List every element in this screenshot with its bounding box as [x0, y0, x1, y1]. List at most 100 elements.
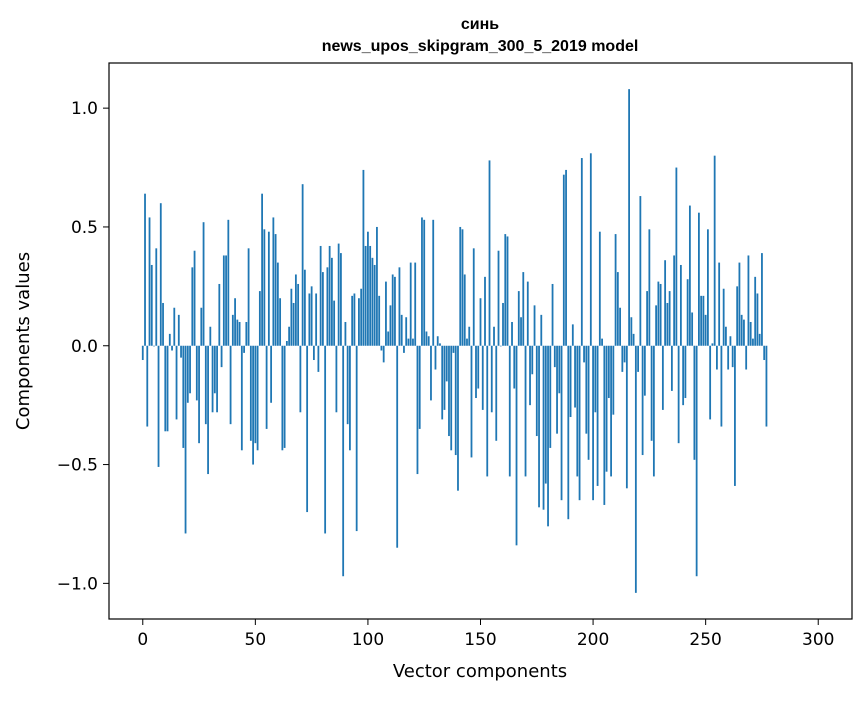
bar-166 — [515, 345, 518, 546]
bar-56 — [267, 231, 270, 346]
bar-263 — [734, 345, 736, 486]
bar-50 — [254, 345, 257, 444]
bar-146 — [470, 345, 473, 458]
bar-15 — [175, 345, 178, 420]
x-tick-label: 0 — [137, 630, 148, 650]
bar-227 — [652, 345, 655, 477]
bar-85 — [333, 300, 336, 346]
bar-130 — [434, 345, 437, 370]
bar-194 — [578, 345, 581, 501]
x-tick-label: 50 — [245, 630, 267, 650]
bar-152 — [484, 276, 486, 346]
bar-97 — [360, 288, 363, 346]
bar-141 — [459, 226, 462, 346]
bar-71 — [301, 184, 304, 346]
bar-59 — [274, 234, 277, 346]
bar-265 — [738, 262, 741, 346]
plot-frame — [108, 62, 853, 620]
bar-230 — [659, 283, 662, 346]
bar-9 — [162, 302, 164, 346]
bar-112 — [394, 276, 396, 346]
bar-58 — [272, 217, 275, 346]
bar-159 — [499, 345, 502, 347]
bar-72 — [303, 269, 306, 346]
bar-46 — [245, 321, 248, 346]
bar-88 — [340, 253, 342, 346]
bar-39 — [229, 345, 232, 425]
bar-233 — [666, 302, 669, 346]
bar-22 — [191, 267, 194, 346]
bar-16 — [177, 314, 180, 346]
bar-258 — [722, 288, 725, 346]
bar-145 — [468, 326, 471, 346]
bar-27 — [202, 222, 205, 346]
bar-164 — [511, 321, 513, 346]
bar-45 — [243, 345, 245, 353]
bar-221 — [639, 196, 642, 346]
bar-138 — [452, 345, 455, 353]
bar-215 — [625, 345, 628, 489]
bar-51 — [256, 345, 259, 451]
bar-75 — [310, 286, 313, 346]
bar-244 — [691, 312, 694, 346]
bar-187 — [562, 174, 565, 346]
y-tick-label: 0.0 — [71, 337, 98, 357]
bar-225 — [648, 229, 651, 346]
bar-89 — [342, 345, 345, 577]
x-tick-label: 300 — [802, 630, 834, 650]
bar-274 — [758, 333, 761, 346]
bar-255 — [716, 345, 718, 370]
bar-241 — [684, 345, 687, 399]
bar-24 — [195, 345, 198, 401]
bar-158 — [497, 250, 500, 346]
bar-49 — [252, 345, 254, 465]
bar-232 — [664, 260, 667, 346]
bar-197 — [585, 345, 588, 434]
bar-195 — [580, 158, 583, 346]
bar-20 — [186, 345, 189, 403]
bar-222 — [641, 345, 644, 456]
bar-219 — [634, 345, 637, 593]
y-tick-label: −1.0 — [57, 574, 98, 594]
bar-66 — [290, 288, 293, 346]
bar-231 — [661, 345, 664, 410]
bar-77 — [315, 293, 318, 346]
bar-248 — [700, 295, 703, 346]
x-tick-label: 150 — [464, 630, 496, 650]
bar-117 — [405, 317, 408, 346]
bar-148 — [475, 345, 477, 399]
bar-239 — [679, 264, 682, 346]
bar-108 — [385, 281, 387, 346]
bar-52 — [258, 291, 261, 346]
bar-92 — [349, 345, 351, 451]
bar-116 — [403, 345, 405, 353]
bar-206 — [605, 345, 608, 472]
bar-54 — [263, 229, 266, 346]
bar-211 — [616, 272, 619, 346]
bar-79 — [319, 245, 322, 346]
bar-212 — [619, 307, 621, 346]
bar-184 — [556, 345, 558, 434]
bar-107 — [382, 345, 385, 363]
bar-157 — [495, 345, 498, 441]
bar-93 — [351, 295, 354, 346]
bar-81 — [324, 345, 327, 534]
bar-234 — [668, 291, 671, 346]
bar-196 — [583, 345, 585, 363]
y-tick-label: 0.5 — [71, 218, 98, 238]
bar-208 — [610, 345, 612, 477]
bar-238 — [677, 345, 680, 444]
bar-250 — [704, 314, 707, 346]
bar-118 — [407, 338, 410, 346]
bar-186 — [560, 345, 563, 501]
bar-139 — [454, 345, 457, 456]
x-axis-ticks: 0 50 100 150 200 250 300 — [137, 619, 834, 650]
bar-270 — [749, 321, 752, 346]
bar-183 — [553, 345, 556, 368]
bar-223 — [643, 345, 646, 396]
bar-10 — [164, 345, 167, 432]
bar-114 — [398, 267, 401, 346]
y-axis-ticks: −1.0 −0.5 0.0 0.5 1.0 — [57, 99, 109, 594]
bar-207 — [607, 345, 610, 399]
